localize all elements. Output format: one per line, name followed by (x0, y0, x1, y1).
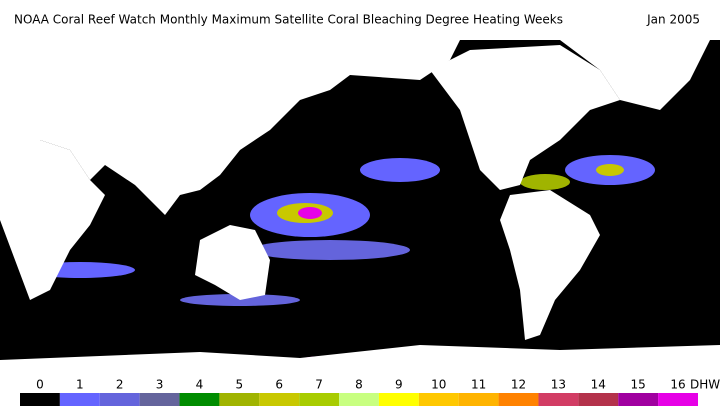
colorbar-label: 16 (670, 378, 685, 392)
colorbar-label: 3 (156, 378, 164, 392)
colorbar-label: 12 (511, 378, 526, 392)
antarctica (0, 345, 720, 368)
colorbar: 0 1 2 3 4 5 6 7 8 9 10 11 12 13 14 15 16 DHW (20, 378, 720, 406)
colorbar-swatch (538, 393, 579, 406)
colorbar-label: 9 (395, 378, 403, 392)
colorbar-swatch (458, 393, 499, 406)
north-america (430, 45, 620, 190)
map (0, 40, 720, 368)
colorbar-label: 1 (76, 378, 84, 392)
colorbar-label: 8 (355, 378, 363, 392)
colorbar-swatch (139, 393, 180, 406)
colorbar-label: 15 (631, 378, 646, 392)
colorbar-swatch (59, 393, 100, 406)
colorbar-label: 10 (431, 378, 446, 392)
colorbar-label: 6 (275, 378, 283, 392)
colorbar-swatch (259, 393, 300, 406)
colorbar-swatch (498, 393, 539, 406)
colorbar-label: 11 (471, 378, 486, 392)
colorbar-label: 0 (36, 378, 44, 392)
colorbar-label: 14 (591, 378, 606, 392)
colorbar-swatch (578, 393, 619, 406)
eurasia (0, 40, 460, 215)
colorbar-swatch (219, 393, 260, 406)
colorbar-swatch (658, 393, 698, 406)
greenland (560, 40, 710, 110)
colorbar-label: 7 (315, 378, 323, 392)
date: Jan 2005 (646, 13, 700, 27)
africa (0, 140, 105, 300)
colorbar-swatch (339, 393, 379, 406)
colorbar-label: 13 (551, 378, 566, 392)
australia (195, 225, 270, 300)
colorbar-label: 2 (116, 378, 124, 392)
colorbar-swatch (299, 393, 340, 406)
colorbar-swatch (378, 393, 419, 406)
title: NOAA Coral Reef Watch Monthly Maximum Sa… (14, 13, 563, 27)
colorbar-swatch (418, 393, 459, 406)
south-america (500, 190, 600, 340)
colorbar-swatch (99, 393, 140, 406)
colorbar-swatch (179, 393, 220, 406)
colorbar-label: 4 (196, 378, 204, 392)
colorbar-label: 5 (236, 378, 244, 392)
colorbar-swatch (618, 393, 659, 406)
colorbar-swatch (20, 393, 60, 406)
colorbar-unit: DHW (690, 378, 720, 392)
